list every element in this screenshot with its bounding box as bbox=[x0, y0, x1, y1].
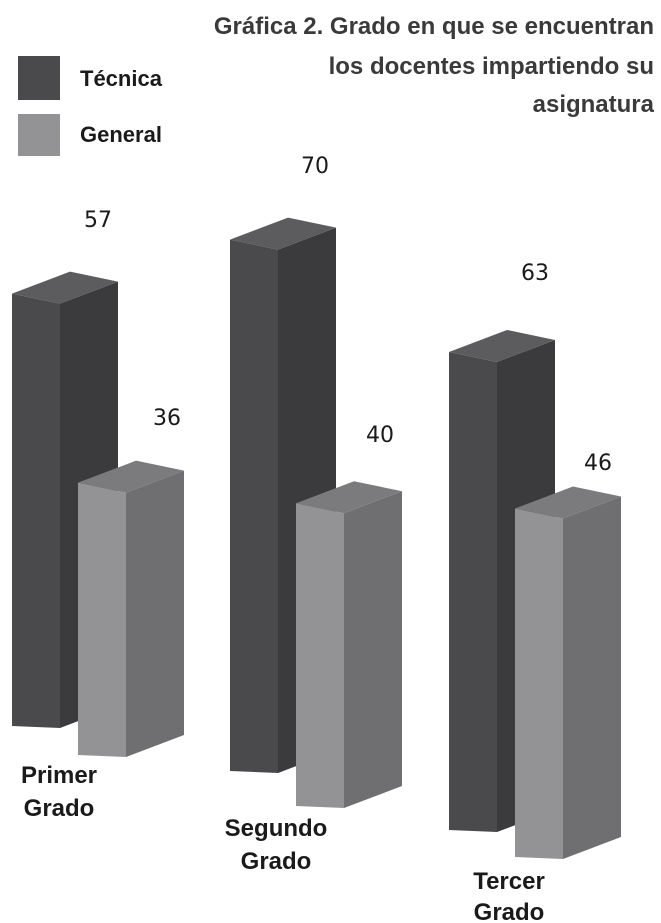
bar-segundo-general-top bbox=[296, 481, 402, 514]
bar-segundo-general-front bbox=[296, 503, 344, 808]
chart-title-line-1: Gráfica 2. Grado en que se encuentran bbox=[214, 13, 654, 40]
bar-primer-general-side bbox=[126, 470, 184, 757]
bar-segundo-tecnica-front bbox=[230, 239, 278, 774]
category-label-segundo-line-2: Grado bbox=[241, 848, 312, 875]
bar-primer-general bbox=[78, 460, 184, 757]
value-label-tercer-general: 46 bbox=[584, 451, 612, 476]
bar-tercer-general-side bbox=[563, 496, 621, 859]
bar-tercer-general-front bbox=[515, 508, 563, 859]
legend-swatch-general bbox=[18, 114, 60, 156]
bar-primer-general-top bbox=[78, 460, 184, 493]
category-label-tercer-line-1: Tercer bbox=[473, 868, 545, 895]
bar-primer-tecnica-top bbox=[12, 271, 118, 304]
category-label-primer-line-1: Primer bbox=[21, 762, 97, 789]
bar-tercer-general bbox=[515, 486, 621, 859]
value-label-segundo-general: 40 bbox=[366, 423, 394, 448]
legend-label-general: General bbox=[80, 122, 162, 147]
value-label-primer-tecnica: 57 bbox=[84, 208, 112, 233]
legend-swatch-tecnica bbox=[18, 56, 60, 100]
bar-tercer-tecnica-top bbox=[449, 329, 555, 362]
bar-tercer-general-top bbox=[515, 486, 621, 519]
bar-primer-general-front bbox=[78, 482, 126, 757]
bars-layer bbox=[12, 217, 621, 859]
category-label-tercer-line-2: Grado bbox=[474, 899, 545, 923]
legend: Técnica General bbox=[18, 56, 163, 156]
bar-tercer-tecnica-front bbox=[449, 351, 497, 832]
value-labels: 57 36 70 40 63 46 bbox=[84, 154, 612, 476]
chart-title: Gráfica 2. Grado en que se encuentran lo… bbox=[214, 13, 655, 118]
category-labels: Primer Grado Segundo Grado Tercer Grado bbox=[21, 762, 545, 923]
category-label-segundo-line-1: Segundo bbox=[225, 815, 328, 842]
chart-title-line-3: asignatura bbox=[533, 91, 655, 118]
legend-label-tecnica: Técnica bbox=[80, 66, 163, 91]
bar-segundo-general-side bbox=[344, 491, 402, 808]
bar-primer-tecnica-front bbox=[12, 293, 60, 728]
value-label-tercer-tecnica: 63 bbox=[521, 261, 549, 286]
value-label-primer-general: 36 bbox=[153, 406, 181, 431]
category-label-primer-line-2: Grado bbox=[24, 795, 95, 822]
bar-segundo-tecnica-top bbox=[230, 217, 336, 250]
bar-segundo-general bbox=[296, 481, 402, 808]
value-label-segundo-tecnica: 70 bbox=[301, 154, 329, 179]
chart-title-line-2: los docentes impartiendo su bbox=[329, 53, 654, 80]
